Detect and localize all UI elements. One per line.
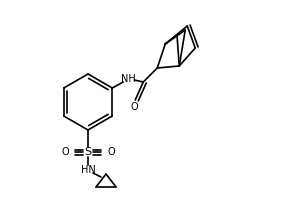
Text: O: O — [107, 147, 115, 157]
Text: NH: NH — [121, 74, 136, 84]
Text: HN: HN — [81, 165, 95, 175]
Text: O: O — [61, 147, 69, 157]
Text: S: S — [84, 147, 92, 157]
Text: O: O — [130, 102, 138, 112]
